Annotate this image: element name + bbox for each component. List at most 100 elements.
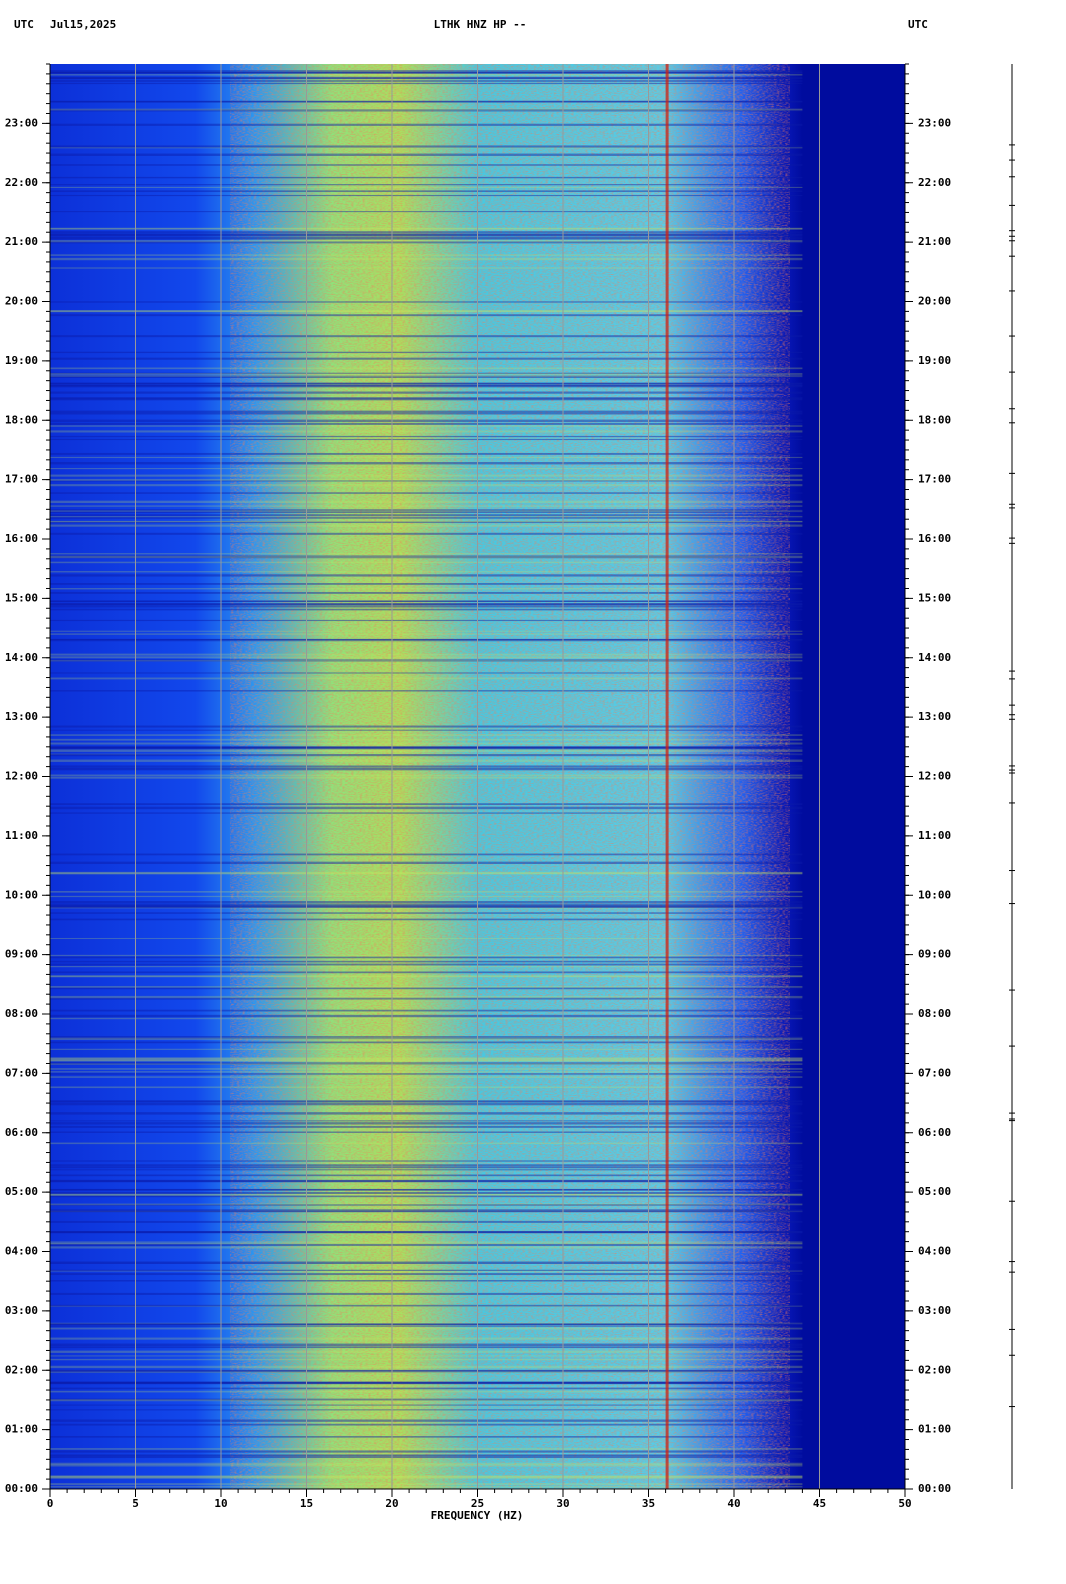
narrowband-line: [665, 64, 669, 1489]
y-tick-label: 08:00: [918, 1007, 951, 1020]
y-tick-label: 17:00: [5, 473, 38, 486]
streak: [50, 375, 803, 378]
streak: [50, 1203, 803, 1206]
y-tick-label: 23:00: [918, 116, 951, 129]
streak: [50, 1209, 803, 1212]
streak: [50, 1068, 803, 1070]
streak: [50, 1381, 803, 1385]
streak: [50, 532, 803, 535]
streak: [50, 397, 803, 400]
streak: [50, 478, 803, 481]
streak: [50, 456, 803, 459]
x-tick-label: 10: [214, 1497, 227, 1510]
header-zone: UTC: [14, 18, 34, 31]
streak: [50, 588, 803, 590]
streak: [50, 753, 803, 757]
x-tick-label: 25: [471, 1497, 484, 1510]
streak: [50, 556, 803, 559]
streak: [50, 367, 803, 370]
streak: [50, 1270, 803, 1272]
y-tick-label: 02:00: [918, 1363, 951, 1376]
streak: [50, 1358, 803, 1361]
streak: [50, 591, 803, 594]
streak: [50, 1370, 803, 1373]
y-tick-label: 09:00: [918, 948, 951, 961]
streak: [50, 1292, 803, 1295]
streak: [50, 516, 803, 518]
streak: [50, 767, 803, 770]
streak: [50, 903, 803, 906]
streak: [50, 1323, 803, 1326]
streak: [50, 747, 803, 750]
x-tick-label: 45: [813, 1497, 826, 1510]
streak: [50, 1448, 803, 1450]
streak: [50, 1387, 803, 1390]
streak: [50, 109, 803, 112]
streak: [50, 147, 803, 149]
streak: [50, 1179, 803, 1183]
y-tick-label: 18:00: [5, 413, 38, 426]
streak: [50, 1191, 803, 1195]
y-tick-label: 00:00: [918, 1482, 951, 1495]
streak: [50, 555, 803, 558]
streak: [50, 1063, 803, 1065]
y-tick-label: 07:00: [918, 1066, 951, 1079]
streak: [50, 1193, 803, 1196]
streak: [50, 1100, 803, 1102]
streak: [50, 435, 803, 438]
streak: [50, 1475, 803, 1478]
streak: [50, 241, 803, 244]
streak: [50, 382, 803, 384]
streak: [50, 492, 803, 494]
streak: [50, 672, 803, 674]
streak: [50, 905, 803, 908]
y-tick-label: 02:00: [5, 1363, 38, 1376]
streak: [50, 72, 803, 74]
streak: [50, 412, 803, 415]
streak: [50, 231, 803, 234]
streak: [50, 1038, 803, 1040]
streak: [50, 1210, 803, 1213]
y-tick-label: 04:00: [5, 1245, 38, 1258]
streak: [50, 895, 803, 898]
streak: [50, 70, 803, 73]
streak: [50, 419, 803, 423]
y-tick-label: 19:00: [918, 354, 951, 367]
y-tick-label: 18:00: [918, 413, 951, 426]
x-tick-label: 20: [385, 1497, 398, 1510]
streak: [50, 1059, 803, 1062]
streak: [50, 1009, 803, 1012]
x-tick-label: 5: [132, 1497, 139, 1510]
streak: [50, 1017, 803, 1020]
y-tick-label: 19:00: [5, 354, 38, 367]
streak: [50, 725, 803, 728]
streak: [50, 954, 803, 957]
streak: [50, 729, 803, 731]
streak: [50, 1189, 803, 1191]
streak: [50, 905, 803, 908]
streak: [50, 211, 803, 213]
y-tick-label: 08:00: [5, 1007, 38, 1020]
streak: [50, 1476, 803, 1478]
streak: [50, 1164, 803, 1167]
streak: [50, 1304, 803, 1307]
streak: [50, 746, 803, 749]
streak: [50, 1071, 803, 1073]
streak: [50, 776, 803, 779]
streak: [50, 749, 803, 752]
y-tick-label: 22:00: [5, 176, 38, 189]
streak: [50, 254, 803, 256]
streak: [50, 630, 803, 632]
y-tick-label: 11:00: [918, 829, 951, 842]
streak: [50, 638, 803, 642]
streak: [50, 600, 803, 602]
streak: [50, 1261, 803, 1264]
streak: [50, 1486, 803, 1488]
streak: [50, 310, 803, 313]
streak: [50, 145, 803, 148]
y-tick-label: 20:00: [918, 295, 951, 308]
streak: [50, 234, 803, 237]
y-tick-label: 01:00: [918, 1423, 951, 1436]
streak: [50, 1230, 803, 1233]
x-tick-label: 50: [898, 1497, 911, 1510]
